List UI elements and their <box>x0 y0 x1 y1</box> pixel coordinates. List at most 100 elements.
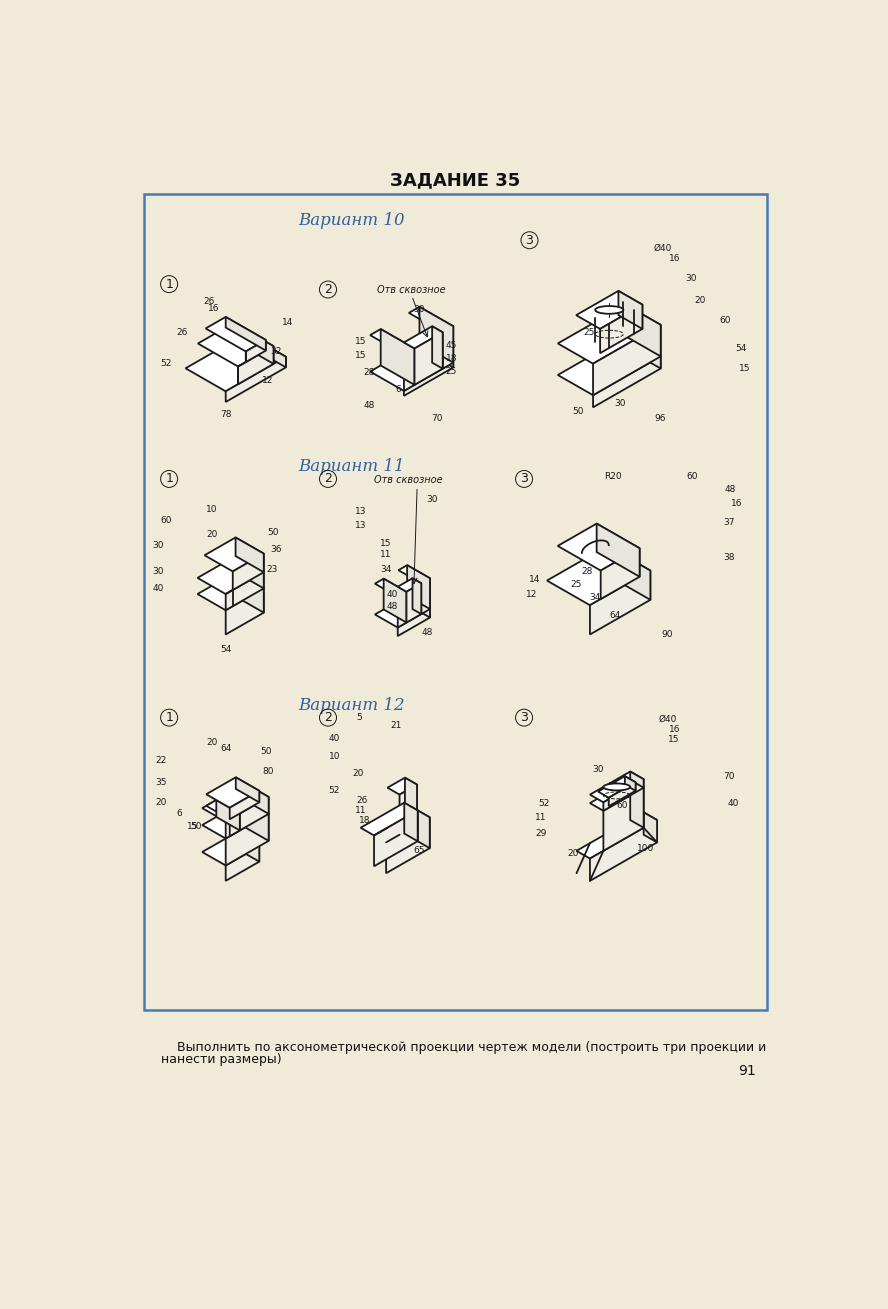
Text: 52: 52 <box>538 800 550 809</box>
Text: 16: 16 <box>670 725 681 734</box>
Polygon shape <box>603 779 644 810</box>
Polygon shape <box>417 810 430 848</box>
Polygon shape <box>590 771 644 802</box>
Polygon shape <box>381 329 415 385</box>
Text: 20: 20 <box>155 798 167 806</box>
Text: 12: 12 <box>262 376 274 385</box>
Text: 15: 15 <box>739 364 750 373</box>
Text: 2: 2 <box>324 473 332 486</box>
Polygon shape <box>233 554 264 590</box>
Text: 100: 100 <box>637 844 654 853</box>
Polygon shape <box>625 776 636 791</box>
Polygon shape <box>387 778 417 795</box>
Polygon shape <box>590 780 644 810</box>
Text: Вариант 10: Вариант 10 <box>298 212 405 229</box>
Text: 14: 14 <box>529 575 541 584</box>
Text: 30: 30 <box>614 399 626 408</box>
Text: R20: R20 <box>605 473 622 482</box>
Polygon shape <box>419 306 453 363</box>
Polygon shape <box>415 332 443 385</box>
Text: 50: 50 <box>260 747 272 757</box>
Polygon shape <box>234 323 274 364</box>
Polygon shape <box>226 357 286 402</box>
Text: 20: 20 <box>206 530 218 539</box>
Text: 26: 26 <box>356 796 368 805</box>
Polygon shape <box>197 556 264 594</box>
Polygon shape <box>618 291 642 329</box>
Polygon shape <box>407 584 421 623</box>
Polygon shape <box>197 572 264 610</box>
Polygon shape <box>238 346 274 385</box>
Text: 14: 14 <box>281 318 293 327</box>
Text: 38: 38 <box>723 552 734 562</box>
Text: 13: 13 <box>355 507 367 516</box>
Polygon shape <box>405 778 417 825</box>
Polygon shape <box>230 813 240 836</box>
Text: 26: 26 <box>177 329 188 338</box>
Text: 2: 2 <box>324 711 332 724</box>
Polygon shape <box>202 833 259 865</box>
Polygon shape <box>590 819 657 881</box>
Text: 30: 30 <box>426 495 438 504</box>
Polygon shape <box>576 291 642 329</box>
Polygon shape <box>598 776 636 797</box>
Text: 50: 50 <box>191 822 202 831</box>
Polygon shape <box>226 797 269 839</box>
Text: 48: 48 <box>422 628 432 637</box>
Polygon shape <box>400 784 417 835</box>
Polygon shape <box>432 326 443 369</box>
Text: 25: 25 <box>446 367 457 376</box>
Polygon shape <box>226 317 266 351</box>
Text: 52: 52 <box>160 359 171 368</box>
Text: 18: 18 <box>446 355 457 364</box>
Polygon shape <box>206 800 240 819</box>
Text: 54: 54 <box>220 645 232 654</box>
Polygon shape <box>404 348 415 391</box>
Polygon shape <box>607 546 650 600</box>
Polygon shape <box>398 592 407 627</box>
Polygon shape <box>600 548 639 600</box>
Text: 52: 52 <box>329 785 339 795</box>
Polygon shape <box>408 306 453 332</box>
Polygon shape <box>230 791 259 819</box>
Polygon shape <box>375 596 430 627</box>
Polygon shape <box>226 588 264 635</box>
Polygon shape <box>407 565 430 609</box>
Text: 11: 11 <box>535 813 546 822</box>
Polygon shape <box>206 778 259 808</box>
Text: 40: 40 <box>727 800 739 809</box>
Text: Ø40: Ø40 <box>654 243 672 253</box>
Polygon shape <box>386 817 430 873</box>
Polygon shape <box>226 814 269 865</box>
Text: 70: 70 <box>723 772 734 781</box>
Text: 25: 25 <box>583 329 595 338</box>
Text: 36: 36 <box>270 546 281 554</box>
Polygon shape <box>236 833 259 861</box>
Polygon shape <box>245 800 269 840</box>
Text: 3: 3 <box>526 234 534 246</box>
Polygon shape <box>204 538 264 572</box>
Polygon shape <box>630 780 644 827</box>
Text: 11: 11 <box>355 805 367 814</box>
Text: 25: 25 <box>570 580 582 589</box>
Text: 16: 16 <box>731 499 742 508</box>
Text: 50: 50 <box>267 529 279 537</box>
Polygon shape <box>375 579 407 597</box>
Polygon shape <box>603 788 644 851</box>
Text: 30: 30 <box>414 305 425 314</box>
Text: 40: 40 <box>387 590 399 600</box>
Polygon shape <box>198 323 274 367</box>
Polygon shape <box>235 556 264 588</box>
Text: Выполнить по аксонометрической проекции чертеж модели (построить три проекции и: Выполнить по аксонометрической проекции … <box>162 1041 766 1054</box>
Polygon shape <box>202 784 269 822</box>
Text: 34: 34 <box>381 564 392 573</box>
Text: Вариант 12: Вариант 12 <box>298 696 405 713</box>
Polygon shape <box>625 305 661 356</box>
Text: 34: 34 <box>589 593 600 602</box>
Polygon shape <box>246 340 266 363</box>
Text: Вариант 11: Вариант 11 <box>298 458 405 475</box>
Polygon shape <box>399 565 430 584</box>
Text: 60: 60 <box>719 315 731 325</box>
Text: 1: 1 <box>165 278 173 291</box>
Polygon shape <box>398 609 430 636</box>
